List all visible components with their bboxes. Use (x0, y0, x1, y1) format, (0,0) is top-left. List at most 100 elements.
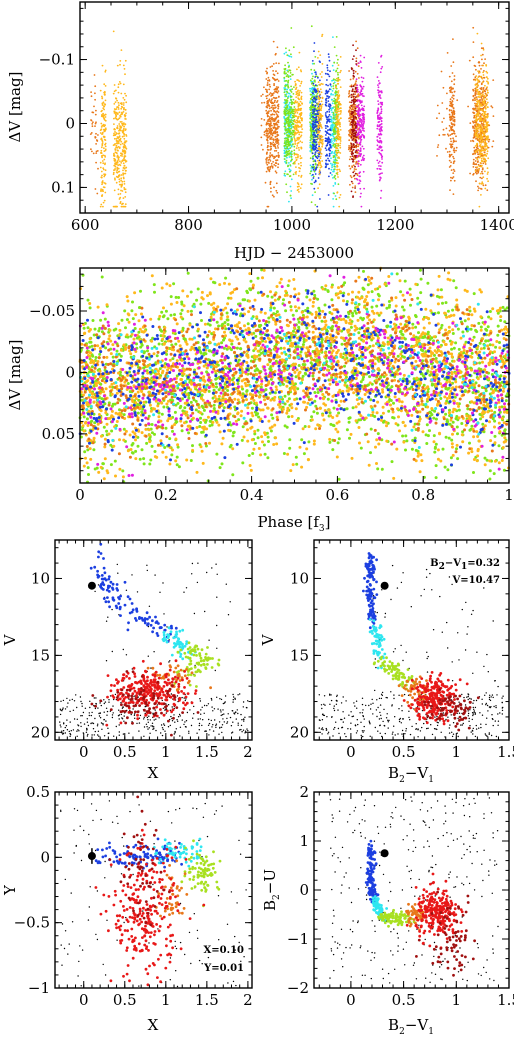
lightcurve-point (273, 88, 276, 91)
lightcurve-point (284, 170, 287, 173)
lightcurve-point (317, 115, 320, 117)
lightcurve-point (333, 170, 335, 173)
lightcurve-point (117, 145, 120, 148)
lightcurve-point (337, 162, 339, 165)
phased-point (152, 283, 156, 287)
lightcurve-point (349, 150, 351, 153)
lightcurve-point (338, 123, 341, 126)
lightcurve-point (453, 147, 456, 150)
lightcurve-point (477, 163, 480, 166)
lightcurve-point (442, 128, 445, 131)
lightcurve-point (317, 95, 320, 98)
lightcurve-point (313, 121, 316, 124)
lightcurve-point (300, 126, 303, 128)
lightcurve-point (91, 125, 94, 128)
lightcurve-point (436, 155, 438, 157)
lightcurve-point (482, 108, 484, 110)
lightcurve-point (481, 172, 484, 175)
lightcurve-point (352, 132, 355, 135)
lightcurve-point (293, 153, 296, 156)
lightcurve-point (274, 130, 277, 133)
lightcurve-point (484, 107, 487, 110)
lightcurve-point (362, 170, 365, 173)
lightcurve-point (298, 94, 301, 97)
lightcurve-point (476, 161, 479, 164)
lightcurve-point (104, 191, 107, 194)
lightcurve-point (122, 169, 124, 172)
lightcurve-point (97, 167, 99, 170)
lightcurve-point (353, 101, 356, 104)
lightcurve-point (486, 167, 489, 170)
lightcurve-point (380, 120, 383, 122)
lightcurve-point (266, 94, 269, 97)
lightcurve-point (321, 83, 324, 85)
lightcurve-point (276, 145, 279, 147)
lightcurve-point (446, 92, 448, 95)
lightcurve-point (100, 128, 103, 131)
lightcurve-point (336, 131, 339, 134)
lightcurve-point (317, 102, 320, 105)
lightcurve-point (453, 140, 456, 143)
lightcurve-point (277, 111, 280, 114)
lightcurve-point (334, 178, 337, 180)
lightcurve-point (123, 152, 126, 155)
lightcurve-point (479, 161, 482, 164)
lightcurve-point (125, 166, 127, 169)
lightcurve-point (298, 131, 301, 134)
lightcurve-point (125, 112, 127, 115)
lightcurve-point (285, 72, 287, 75)
lightcurve-point (268, 170, 271, 173)
lightcurve-point (355, 63, 358, 65)
lightcurve-point (311, 86, 314, 89)
lightcurve-point (320, 100, 323, 103)
lightcurve-point (317, 89, 319, 92)
lightcurve-point (309, 100, 312, 102)
lightcurve-point (275, 90, 278, 93)
lightcurve-point (327, 115, 330, 118)
lightcurve-point (104, 139, 107, 142)
lightcurve-point (283, 132, 286, 135)
lightcurve-point (286, 104, 289, 107)
lightcurve-point (314, 56, 317, 58)
lightcurve-point (316, 205, 319, 208)
lightcurve-point (319, 93, 321, 96)
lightcurve-point (361, 95, 364, 97)
lightcurve-point (453, 112, 456, 115)
lightcurve-point (272, 132, 275, 135)
lightcurve-point (90, 119, 92, 121)
lightcurve-point (456, 99, 459, 102)
phased-point (493, 434, 497, 438)
lightcurve-point (124, 191, 127, 194)
lightcurve-point (479, 116, 482, 119)
lightcurve-point (354, 122, 357, 124)
lightcurve-point (260, 144, 263, 146)
lightcurve-point (474, 124, 476, 127)
lightcurve-point (286, 106, 289, 109)
lightcurve-point (275, 128, 278, 131)
lightcurve-point (481, 170, 483, 173)
lightcurve-point (362, 122, 365, 125)
lightcurve-point (474, 121, 476, 123)
lightcurve-point (292, 173, 295, 176)
lightcurve-point (263, 86, 265, 89)
lightcurve-point (351, 90, 354, 93)
lightcurve-point (474, 90, 477, 93)
lightcurve-point (480, 87, 483, 89)
lightcurve-point (104, 85, 107, 87)
lightcurve-point (104, 116, 107, 118)
lightcurve-point (349, 130, 352, 133)
lightcurve-point (338, 157, 341, 160)
lightcurve-point (379, 168, 382, 171)
lightcurve-point (292, 123, 295, 126)
lightcurve-point (337, 134, 339, 137)
lightcurve-point (362, 147, 365, 150)
lightcurve-point (478, 149, 481, 151)
lightcurve-point (348, 133, 350, 136)
lightcurve-point (352, 103, 355, 105)
lightcurve-point (287, 86, 290, 89)
lightcurve-point (380, 146, 383, 148)
lightcurve-point (352, 118, 355, 121)
lightcurve-point (271, 65, 273, 68)
lightcurve-point (103, 130, 106, 133)
lightcurve-point (113, 189, 116, 192)
